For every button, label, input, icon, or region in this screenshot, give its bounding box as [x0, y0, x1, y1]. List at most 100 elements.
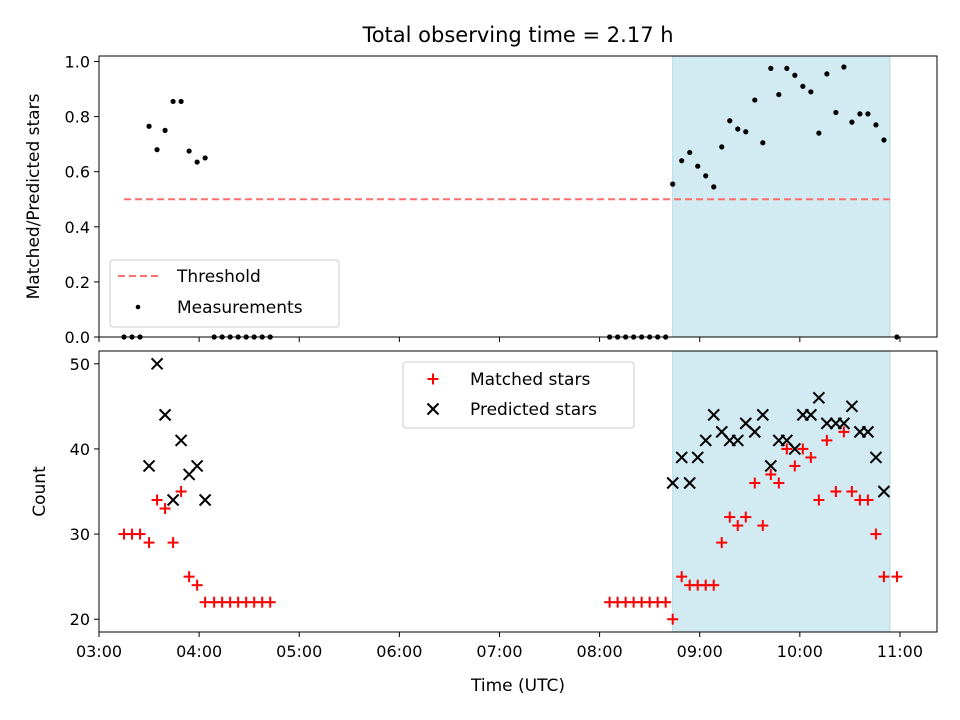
x-tick-label: 09:00 [677, 642, 723, 661]
x-stroke-b [731, 434, 744, 447]
x-stroke-b [788, 442, 802, 456]
measurement-point [687, 149, 693, 156]
predicted-star-point [150, 357, 164, 370]
measurement-point [178, 98, 184, 105]
x-stroke-b [683, 476, 696, 490]
matched-star-point [821, 434, 833, 446]
matched-star-point [740, 511, 752, 523]
count-plot-frame [98, 350, 938, 633]
matched-star-point [183, 571, 195, 583]
measurement-point [154, 147, 160, 153]
observing-span-top [672, 55, 891, 338]
count-y-tick-label: 40 [70, 440, 90, 459]
x-stroke-b [174, 434, 188, 447]
predicted-star-point [666, 476, 679, 490]
measurement-point [881, 137, 887, 143]
matched-star-point [708, 579, 720, 591]
measurement-point [865, 111, 871, 117]
matched-star-point [134, 528, 146, 540]
ratio-panel: 0.0 0.2 0.4 0.6 0.8 1.0 Matched/Predicted sta… [24, 53, 938, 347]
predicted-star-point [820, 417, 834, 430]
matched-star-point [151, 494, 163, 506]
measurement-point [816, 130, 822, 136]
chart-title: Total observing time = 2.17 h [361, 23, 673, 47]
measurement-point [752, 97, 758, 103]
x-stroke-b [877, 485, 891, 498]
predicted-star-point [837, 417, 851, 430]
legend-plus-mark [427, 373, 439, 385]
count-y-tick-label: 50 [70, 355, 90, 374]
x-stroke-b [142, 459, 156, 473]
matched-star-point [732, 520, 744, 532]
predicted-star-point [764, 459, 778, 473]
x-stroke-b [756, 408, 769, 422]
count-y-tick-label: 20 [70, 610, 90, 629]
matched-star-point [813, 494, 825, 506]
x-tick-label: 10:00 [777, 642, 823, 661]
measurement-point [162, 127, 168, 133]
legend-matched-swatch [427, 373, 439, 385]
matched-star-point [789, 460, 801, 472]
x-stroke-b [158, 408, 172, 422]
matched-star-point [830, 486, 842, 497]
ratio-y-tick-label: 0.2 [65, 273, 90, 292]
x-stroke-b [837, 417, 851, 430]
x-tick-label: 05:00 [276, 642, 322, 661]
x-stroke-b [699, 434, 712, 447]
matched-star-point [878, 571, 890, 583]
predicted-star-point [675, 451, 688, 464]
x-tick-label: 03:00 [76, 642, 122, 661]
count-y-axis-label: Count [30, 466, 50, 517]
measurement-point [808, 89, 814, 95]
matched-star-point [846, 486, 858, 497]
matched-star-point [175, 486, 187, 497]
x-stroke-b [707, 408, 720, 422]
matched-star-point [838, 426, 850, 438]
predicted-star-point [190, 459, 204, 473]
x-stroke-b [748, 425, 761, 439]
matched-star-point [724, 511, 736, 523]
predicted-star-point [691, 451, 704, 464]
measurement-point [727, 118, 733, 124]
x-stroke-b [861, 425, 875, 439]
measurement-point [833, 109, 839, 116]
matched-star-point [773, 477, 785, 489]
matched-star-point [660, 596, 672, 608]
x-stroke-b [764, 459, 778, 473]
measurement-point [670, 181, 676, 187]
x-stroke-b [869, 451, 883, 464]
matched-star-point [191, 579, 203, 591]
predicted-star-point [699, 434, 712, 447]
predicted-star-point [158, 408, 172, 422]
measurement-point [194, 159, 200, 165]
x-stroke-b [812, 391, 826, 405]
ratio-y-axis-label: Matched/Predicted stars [24, 93, 44, 299]
x-tick-label: 04:00 [176, 642, 222, 661]
legend-measurement-swatch [135, 304, 141, 310]
x-tick-label: 08:00 [577, 642, 623, 661]
x-stroke-b [198, 493, 212, 507]
predicted-star-point [198, 493, 212, 507]
measurement-point [873, 122, 879, 128]
measurement-point [784, 65, 790, 71]
matched-star-point [264, 596, 276, 608]
ratio-y-tick-label: 1.0 [65, 53, 90, 72]
predicted-star-point [174, 434, 188, 447]
matched-star-point [862, 494, 874, 506]
predicted-star-point [142, 459, 156, 473]
legend-predicted-swatch [426, 402, 440, 416]
ratio-x-ticks [98, 337, 901, 342]
matched-star-point [676, 571, 688, 583]
measurement-point [841, 64, 847, 70]
x-stroke-b [691, 451, 704, 464]
measurement-point [703, 173, 709, 179]
ratio-legend: Threshold Measurements [109, 259, 340, 328]
legend-x-mark [426, 402, 440, 416]
legend-matched-label: Matched stars [470, 370, 590, 390]
matched-star-point [749, 477, 761, 489]
measurement-point [768, 65, 774, 71]
x-stroke-b [675, 451, 688, 464]
matched-star-point [757, 520, 769, 532]
predicted-star-points [142, 357, 891, 507]
